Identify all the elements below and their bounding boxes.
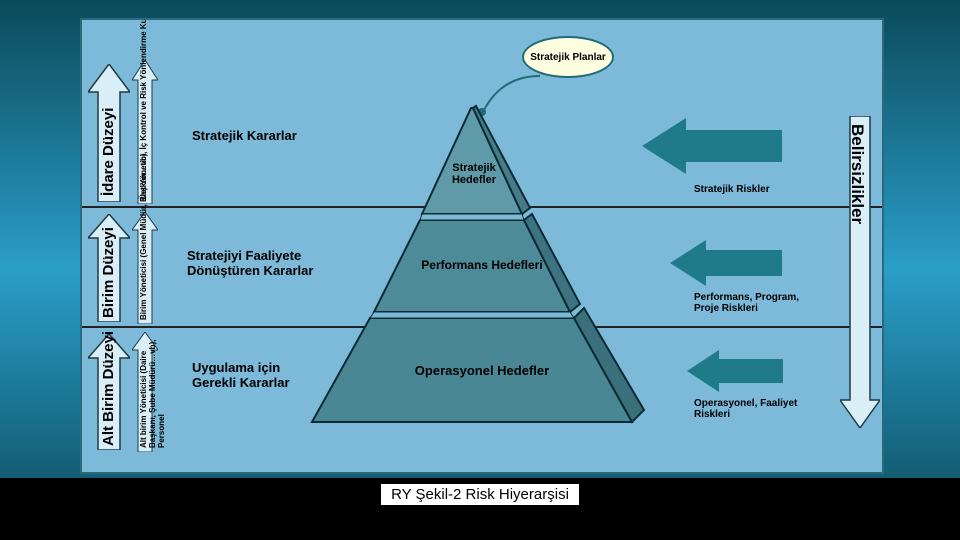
roles-label-birim: Birim Yöneticisi (Genel Müdür, Başkan…vb… (140, 153, 149, 320)
risk-arrow-bot (687, 350, 783, 392)
level-label-altbirim: Alt Birim Düzeyi (100, 331, 117, 446)
diagram-canvas: İdare Düzeyi Üst Yönetici, İç Kontrol ve… (80, 18, 884, 474)
level-label-birim: Birim Düzeyi (100, 227, 117, 318)
decision-stratejik: Stratejik Kararlar (192, 128, 297, 143)
pyramid-label-bot: Operasyonel Hedefler (392, 363, 572, 378)
figure-caption: RY Şekil-2 Risk Hiyerarşisi (381, 484, 579, 505)
pyramid-label-top: Stratejik Hedefler (434, 162, 514, 186)
risk-arrow-top (642, 118, 782, 174)
risk-text-top: Stratejik Riskler (694, 184, 770, 195)
risk-text-bot: Operasyonel, Faaliyet Riskleri (694, 398, 814, 420)
pyramid-label-mid: Performans Hedefleri (402, 258, 562, 272)
roles-label-altbirim: Alt birim Yöneticisi (Daire Başkanı, Şub… (140, 328, 166, 448)
ellipse-text: Stratejik Planlar (530, 52, 606, 63)
caption-band: RY Şekil-2 Risk Hiyerarşisi (0, 478, 960, 540)
risk-text-mid: Performans, Program, Proje Riskleri (694, 292, 824, 314)
risk-arrow-mid (670, 240, 782, 286)
level-label-idare: İdare Düzeyi (100, 108, 117, 196)
belirsizlikler-label: Belirsizlikler (847, 124, 867, 224)
